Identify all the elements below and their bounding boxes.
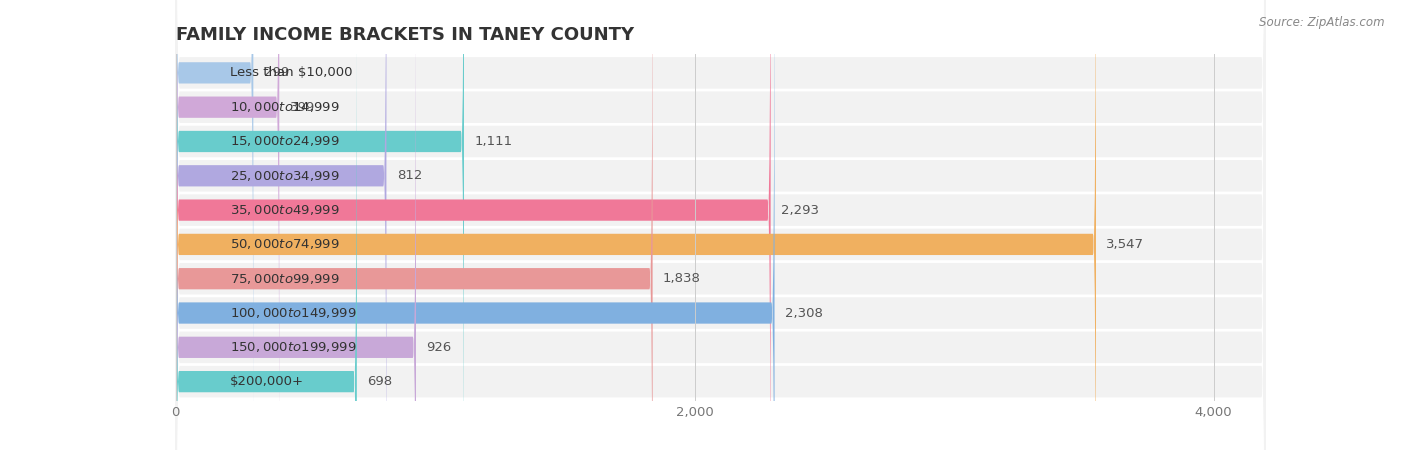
Text: 1,111: 1,111	[474, 135, 513, 148]
FancyBboxPatch shape	[176, 0, 1265, 450]
FancyBboxPatch shape	[176, 0, 280, 450]
FancyBboxPatch shape	[176, 0, 1265, 450]
Text: 2,308: 2,308	[785, 306, 823, 320]
Text: 299: 299	[264, 66, 290, 79]
FancyBboxPatch shape	[176, 0, 1265, 450]
FancyBboxPatch shape	[176, 0, 1265, 450]
FancyBboxPatch shape	[176, 0, 387, 450]
Text: $75,000 to $99,999: $75,000 to $99,999	[231, 272, 340, 286]
Text: $10,000 to $14,999: $10,000 to $14,999	[231, 100, 340, 114]
Text: FAMILY INCOME BRACKETS IN TANEY COUNTY: FAMILY INCOME BRACKETS IN TANEY COUNTY	[176, 26, 634, 44]
FancyBboxPatch shape	[176, 0, 1097, 450]
Text: $100,000 to $149,999: $100,000 to $149,999	[231, 306, 357, 320]
FancyBboxPatch shape	[176, 0, 1265, 450]
FancyBboxPatch shape	[176, 0, 1265, 450]
Text: $50,000 to $74,999: $50,000 to $74,999	[231, 238, 340, 252]
FancyBboxPatch shape	[176, 0, 1265, 450]
Text: 698: 698	[367, 375, 392, 388]
FancyBboxPatch shape	[176, 0, 1265, 450]
FancyBboxPatch shape	[176, 0, 652, 450]
FancyBboxPatch shape	[176, 0, 775, 450]
Text: 3,547: 3,547	[1107, 238, 1144, 251]
FancyBboxPatch shape	[176, 0, 416, 450]
FancyBboxPatch shape	[176, 0, 253, 450]
Text: $150,000 to $199,999: $150,000 to $199,999	[231, 340, 357, 354]
Text: $35,000 to $49,999: $35,000 to $49,999	[231, 203, 340, 217]
Text: 926: 926	[426, 341, 451, 354]
FancyBboxPatch shape	[176, 0, 464, 450]
Text: Source: ZipAtlas.com: Source: ZipAtlas.com	[1260, 16, 1385, 29]
FancyBboxPatch shape	[176, 0, 357, 450]
Text: $25,000 to $34,999: $25,000 to $34,999	[231, 169, 340, 183]
Text: 812: 812	[396, 169, 422, 182]
FancyBboxPatch shape	[176, 0, 770, 450]
Text: 1,838: 1,838	[664, 272, 700, 285]
FancyBboxPatch shape	[176, 0, 1265, 450]
Text: 399: 399	[290, 101, 315, 114]
FancyBboxPatch shape	[176, 0, 1265, 450]
Text: Less than $10,000: Less than $10,000	[231, 66, 353, 79]
Text: $15,000 to $24,999: $15,000 to $24,999	[231, 135, 340, 148]
Text: $200,000+: $200,000+	[231, 375, 304, 388]
Text: 2,293: 2,293	[780, 203, 820, 216]
